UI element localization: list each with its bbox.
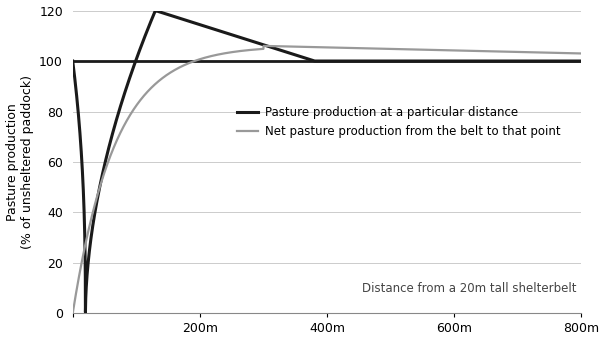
- Legend: Pasture production at a particular distance, Net pasture production from the bel: Pasture production at a particular dista…: [232, 101, 565, 143]
- Y-axis label: Pasture production
(% of unsheltered paddock): Pasture production (% of unsheltered pad…: [5, 75, 33, 249]
- Text: Distance from a 20m tall shelterbelt: Distance from a 20m tall shelterbelt: [362, 282, 577, 295]
